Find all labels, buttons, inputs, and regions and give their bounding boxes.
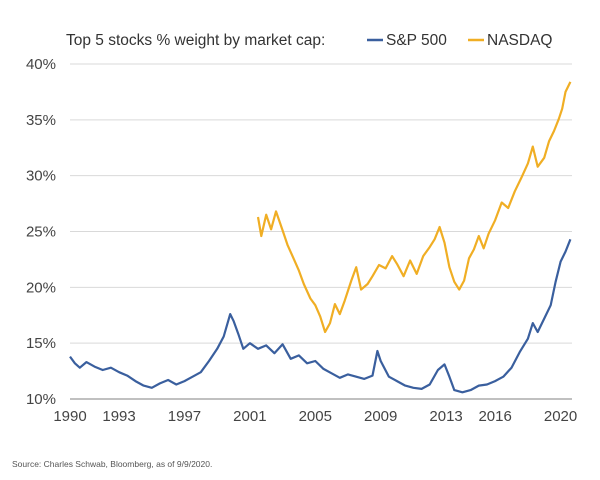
y-tick-label: 35% [26,112,56,129]
x-tick-label: 2005 [299,408,332,425]
y-tick-label: 10% [26,391,56,408]
chart-legend: Top 5 stocks % weight by market cap: S&P… [66,32,552,49]
y-tick-label: 25% [26,224,56,241]
x-tick-label: 2013 [429,408,462,425]
x-tick-label: 2001 [233,408,266,425]
legend-label-sp500: S&P 500 [386,32,447,49]
y-tick-label: 15% [26,335,56,352]
x-axis-ticks: 1990 1993 1997 2001 2005 2009 2013 2016 2020 [53,408,577,425]
y-axis-ticks: 10% 15% 20% 25% 30% 35% 40% [26,56,56,408]
source-note: Source: Charles Schwab, Bloomberg, as of… [12,459,213,469]
x-tick-label: 1993 [102,408,135,425]
chart-title: Top 5 stocks % weight by market cap: [66,32,325,49]
y-tick-label: 20% [26,279,56,296]
legend-label-nasdaq: NASDAQ [487,32,552,49]
series-line-nasdaq [256,81,572,334]
series-line-sp500 [69,238,572,394]
x-tick-label: 2016 [478,408,511,425]
gridlines [70,63,572,400]
y-tick-label: 30% [26,168,56,185]
x-tick-label: 2020 [544,408,577,425]
x-tick-label: 2009 [364,408,397,425]
y-tick-label: 40% [26,56,56,73]
series-lines [69,81,572,394]
x-tick-label: 1990 [53,408,86,425]
x-tick-label: 1997 [168,408,201,425]
